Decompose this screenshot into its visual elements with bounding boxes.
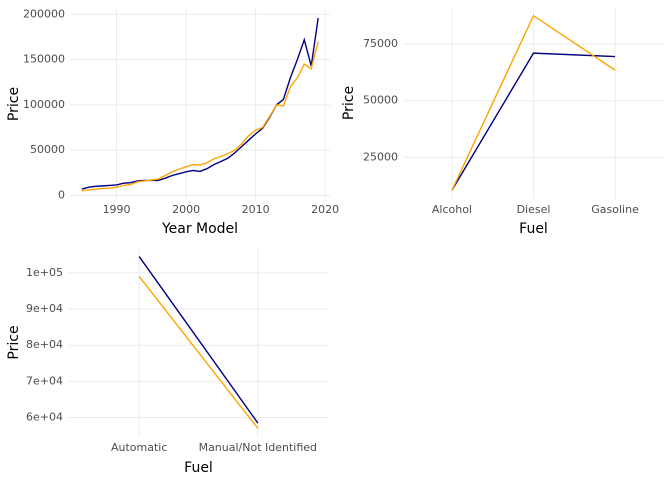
series-line — [81, 41, 319, 192]
series-line — [451, 14, 616, 191]
y-tick-label: 1e+05 — [26, 266, 63, 279]
x-tick-label: 1990 — [103, 203, 131, 216]
x-tick-label: 2010 — [242, 203, 270, 216]
x-tick-label: Alcohol — [432, 203, 472, 216]
x-axis-title: Fuel — [184, 460, 213, 476]
x-tick-label: 2020 — [311, 203, 339, 216]
y-tick-label: 200000 — [23, 7, 65, 20]
series-line — [81, 17, 319, 190]
x-tick-label: Manual/Not Identified — [199, 441, 317, 454]
y-axis-title: Price — [6, 325, 22, 359]
y-tick-label: 100000 — [23, 98, 65, 111]
x-tick-label: Gasoline — [591, 203, 639, 216]
y-axis-title: Price — [6, 87, 22, 121]
y-tick-label: 0 — [58, 188, 65, 201]
x-axis-title: Year Model — [161, 221, 238, 237]
series-line — [138, 276, 259, 429]
y-tick-label: 6e+04 — [26, 411, 63, 424]
y-tick-label: 150000 — [23, 53, 65, 66]
x-tick-label: 2000 — [172, 203, 200, 216]
x-tick-label: Automatic — [111, 441, 167, 454]
y-tick-label: 75000 — [363, 37, 398, 50]
y-tick-label: 9e+04 — [26, 302, 63, 315]
y-tick-label: 50000 — [363, 94, 398, 107]
y-tick-label: 7e+04 — [26, 374, 63, 387]
y-tick-label: 50000 — [30, 143, 65, 156]
x-axis-title: Fuel — [519, 221, 548, 237]
y-tick-label: 8e+04 — [26, 338, 63, 351]
series-line — [451, 52, 616, 191]
series-line — [138, 256, 259, 424]
y-axis-title: Price — [341, 86, 357, 120]
y-tick-label: 25000 — [363, 150, 398, 163]
x-tick-label: Diesel — [517, 203, 551, 216]
